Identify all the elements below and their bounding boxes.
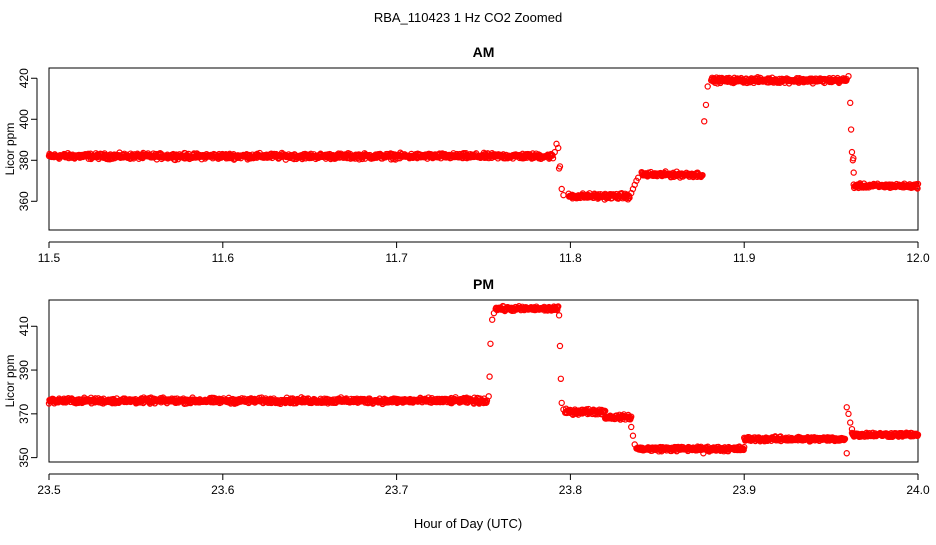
data-point — [629, 432, 637, 439]
data-point — [741, 443, 748, 451]
data-point — [850, 169, 857, 176]
data-point — [554, 306, 561, 314]
data-point — [740, 446, 747, 454]
data-point — [843, 404, 850, 411]
x-tick-label: 24.0 — [906, 483, 930, 497]
data-point — [628, 423, 635, 431]
data-point — [704, 83, 711, 90]
x-tick-label: 23.5 — [37, 483, 61, 497]
data-point — [555, 144, 562, 152]
x-axis: 11.5 11.6 11.7 11.8 11.9 12.0 — [38, 241, 930, 265]
data-point — [487, 340, 494, 347]
x-tick-label: 11.5 — [38, 251, 61, 265]
data-point — [702, 101, 710, 109]
data-point — [845, 410, 852, 418]
x-tick-label: 23.9 — [733, 483, 757, 497]
x-tick-label: 11.6 — [212, 251, 235, 265]
data-point — [486, 373, 493, 380]
y-axis: 360 380 400 420 — [17, 68, 38, 211]
data-point — [701, 118, 708, 125]
data-point — [558, 399, 565, 407]
x-axis: 23.5 23.6 23.7 23.8 23.9 24.0 — [37, 473, 930, 497]
data-point — [560, 406, 567, 413]
data-point — [845, 72, 852, 80]
y-tick-label: 370 — [17, 404, 31, 424]
y-tick-label: 360 — [17, 191, 31, 211]
data-point — [601, 407, 609, 415]
data-point — [549, 154, 557, 162]
plot-frame — [48, 299, 919, 463]
y-tick-label: 400 — [17, 109, 31, 129]
data-point — [914, 431, 922, 438]
data-point — [847, 419, 854, 426]
panel-pm: PM 23.5 23.6 23.7 23.8 23.9 24.0 350 370 390 410 Li… — [3, 276, 930, 497]
data-point — [557, 375, 565, 383]
panel-am: AM 11.5 11.6 11.7 11.8 11.9 12.0 360 380 400 420 Li… — [3, 44, 930, 265]
data-point — [847, 126, 855, 133]
x-tick-label: 23.6 — [211, 483, 235, 497]
data-point — [634, 174, 642, 181]
data-point — [488, 316, 496, 323]
data-point — [848, 148, 856, 156]
y-tick-label: 350 — [17, 447, 31, 467]
data-point — [699, 171, 706, 179]
data-point — [848, 425, 856, 433]
data-point — [558, 185, 565, 193]
figure-x-axis-label: Hour of Day (UTC) — [414, 516, 522, 531]
data-point — [551, 148, 558, 156]
y-tick-label: 420 — [17, 68, 31, 88]
x-tick-label: 12.0 — [906, 251, 930, 265]
data-point — [914, 185, 921, 192]
data-point — [850, 155, 857, 162]
figure-title: RBA_110423 1 Hz CO2 Zoomed — [374, 10, 562, 25]
data-point — [847, 99, 854, 107]
chart-panels: AM 11.5 11.6 11.7 11.8 11.9 12.0 360 380 400 420 Li… — [3, 44, 930, 497]
x-tick-label: 11.9 — [733, 251, 756, 265]
y-axis-label: Licor ppm — [3, 355, 17, 408]
x-tick-label: 11.7 — [385, 251, 408, 265]
plot-frame — [48, 67, 919, 231]
data-point — [560, 191, 567, 199]
data-point — [628, 413, 635, 420]
data-point — [555, 312, 563, 319]
data-point — [555, 303, 562, 310]
data-point — [631, 441, 638, 448]
panel-title: AM — [473, 44, 495, 60]
y-tick-label: 390 — [17, 360, 31, 380]
data-point — [556, 342, 564, 350]
data-point — [485, 393, 492, 400]
data-point — [490, 309, 498, 317]
data-point — [914, 180, 922, 188]
panel-title: PM — [473, 276, 494, 292]
y-axis: 350 370 390 410 — [17, 316, 38, 468]
y-tick-label: 410 — [17, 316, 31, 336]
data-point — [843, 450, 850, 457]
x-tick-label: 23.7 — [385, 483, 409, 497]
data-points — [45, 72, 922, 203]
data-point — [841, 435, 849, 443]
x-tick-label: 11.8 — [559, 251, 582, 265]
y-tick-label: 380 — [17, 150, 31, 170]
data-point — [700, 450, 707, 457]
x-tick-label: 23.8 — [559, 483, 583, 497]
y-axis-label: Licor ppm — [3, 123, 17, 176]
data-points — [45, 302, 922, 457]
data-point — [556, 163, 564, 170]
